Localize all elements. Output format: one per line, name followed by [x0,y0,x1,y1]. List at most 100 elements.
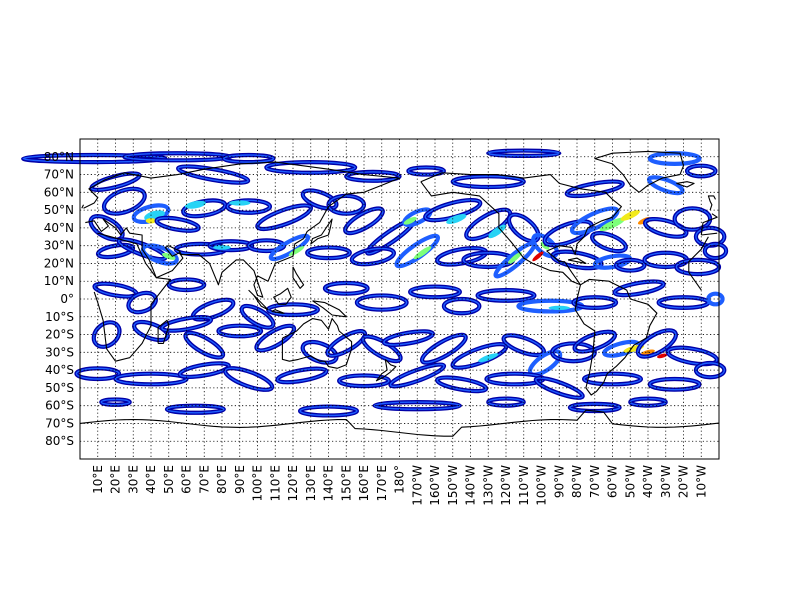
contour-line-94 [255,325,295,352]
lon-label: 80°W [570,465,584,498]
lat-label: 30°N [44,239,74,253]
contour-line-80 [409,285,461,298]
contour-core-84 [548,305,570,311]
lon-label: 100°E [251,465,265,502]
map-plot-area [21,138,729,460]
contour-line-8 [345,171,401,182]
contour-line-63 [494,242,535,278]
contour-line-93 [217,324,262,338]
lat-label: 30°S [45,345,74,359]
contour-line-10 [452,175,525,188]
lon-label: 120°E [286,465,300,502]
coast-indonesia-a [248,289,269,311]
map-frame [79,138,720,460]
lat-label: 20°S [45,328,74,342]
lat-label: 70°N [44,168,74,182]
contour-line-22 [226,199,271,214]
longitude-labels: 10°E 20°E 30°E 40°E 50°E 60°E 70°E 80°E 90°E 100°… [91,465,709,506]
graticule-grid [80,139,719,459]
lon-label: 60°W [606,465,620,498]
lat-label: 60°N [44,185,74,199]
contour-line-76 [241,305,274,329]
contour-line-117 [276,367,328,383]
contour-core-30 [403,216,417,225]
lat-label: 50°S [45,381,74,395]
contour-line-115 [179,362,230,378]
contour-line-120 [436,376,487,392]
lon-label: 60°E [180,465,194,494]
contour-line-71 [704,243,727,259]
coast-britain-1 [81,204,84,209]
coast-japan [310,218,333,245]
contour-line-13 [686,164,717,178]
contour-line-11 [566,180,624,197]
contour-core-50 [162,252,176,260]
lon-label: 10°W [694,465,708,498]
contour-line-99 [421,334,467,364]
coast-cuba [567,257,587,264]
contour-line-95 [301,341,338,364]
lat-label: 20°N [44,256,74,270]
contour-line-110 [637,329,677,358]
contour-line-6 [177,165,249,184]
lon-label: 110°W [517,465,531,506]
coast-borneo [273,287,292,305]
lon-label: 20°W [677,465,691,498]
contour-line-14 [103,188,146,215]
lon-label: 140°E [322,465,336,502]
contour-line-122 [535,377,584,399]
contour-line-2 [223,154,275,163]
lon-label: 150°W [446,465,460,506]
contour-core-32 [446,214,467,224]
coast-greenland [594,150,685,193]
lat-label: 80°S [45,434,74,448]
coast-africa-2 [688,236,709,273]
coast-britain-2 [707,195,716,211]
lat-label: 10°N [44,274,74,288]
contour-core-56 [288,246,305,256]
contour-core-23 [229,200,251,206]
contour-line-43 [644,218,688,238]
contour-line-58 [351,247,395,265]
contour-line-90 [133,321,169,341]
contour-line-113 [75,367,120,380]
coast-eurasia-2 [701,232,718,236]
contour-core-101 [478,353,499,363]
contour-line-105 [573,331,616,353]
contour-core-21 [184,200,206,209]
lon-label: 160°E [357,465,371,502]
contour-line-7 [265,161,356,174]
lon-label: 20°E [109,465,123,494]
lat-label: 60°S [45,399,74,413]
contour-line-44 [673,207,711,231]
lat-label: 70°S [45,416,74,430]
contour-line-68 [615,259,646,272]
coast-south-america [574,278,658,396]
lat-label: 40°S [45,363,74,377]
lon-label: 40°W [641,465,655,498]
lon-label: 120°W [499,465,513,506]
contour-line-73 [127,292,157,313]
coast-eurasia-1 [83,161,401,298]
contour-line-130 [100,398,131,406]
coast-eurasia [700,213,718,236]
contour-line-88 [707,292,724,306]
coast-madagascar [157,319,170,344]
lon-label: 110°E [268,465,282,502]
contour-line-91 [161,316,212,332]
contour-line-79 [356,294,408,311]
contour-line-92 [184,332,224,359]
contour-core-64 [507,252,522,265]
coast-australia [281,318,353,369]
contour-line-100 [451,343,507,369]
coast-new-guinea [312,300,347,318]
lon-label: 150°E [339,465,353,502]
lon-label: 180° [393,465,407,494]
lon-label: 80°E [215,465,229,494]
lon-label: 70°E [197,465,211,494]
lat-label: 80°N [44,150,74,164]
lon-label: 90°W [552,465,566,498]
coast-africa-1 [93,232,172,362]
